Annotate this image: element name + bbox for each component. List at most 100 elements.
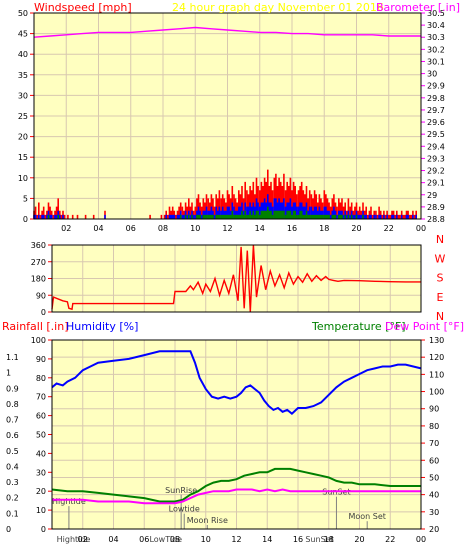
rain-ytick-label: 0.5 [6, 447, 19, 456]
humidity-ytick-label: 80 [36, 374, 46, 383]
temp-xtick-label: SunSet [305, 535, 333, 544]
rain-ytick-label: 0.6 [6, 431, 19, 440]
graph-title: 24 hour graph day November 01 2016 [172, 1, 384, 14]
wind-xtick-label: 00 [416, 224, 426, 233]
humidity-ytick-label: 40 [36, 449, 46, 458]
baro-ytick-label: 29.1 [427, 179, 445, 188]
baro-ytick-label: 30 [427, 70, 437, 79]
temp-xtick-label: 12 [231, 535, 241, 544]
baro-ytick-label: 29.7 [427, 106, 445, 115]
left-axis-title: Rainfall [.in] [2, 320, 69, 333]
temp-ytick-label: 90 [429, 405, 439, 414]
temp-xtick-label: 18 [324, 535, 334, 544]
windspeed-axis-title: Windspeed [mph] [34, 1, 132, 14]
baro-ytick-label: 30.1 [427, 57, 445, 66]
direction-panel-frame [51, 244, 422, 313]
baro-ytick-label: 30.2 [427, 45, 445, 54]
left-axis-title: Humidity [%] [66, 320, 138, 333]
temp-ytick-label: 120 [429, 353, 444, 362]
baro-ytick-label: 28.9 [427, 203, 445, 212]
event-annotation: Moon Rise [187, 516, 228, 525]
dewpoint-axis-title: Dew Point [°F] [385, 320, 464, 333]
humidity-ytick-label: 100 [31, 336, 46, 345]
rain-ytick-label: 0.4 [6, 462, 19, 471]
temperature-axis-title: Temperature [°F] [311, 320, 406, 333]
humidity-ytick-label: 60 [36, 412, 46, 421]
temp-ytick-label: 40 [429, 491, 439, 500]
baro-ytick-label: 29.6 [427, 118, 445, 127]
rain-ytick-label: 0.2 [6, 494, 19, 503]
rain-ytick-label: 0.8 [6, 400, 19, 409]
temp-ytick-label: 70 [429, 439, 439, 448]
baro-ytick-label: 29.8 [427, 94, 445, 103]
event-annotation: Lowtide [169, 505, 200, 514]
temp-xtick-label: 10 [201, 535, 211, 544]
wind-ytick-label: 35 [18, 71, 28, 80]
humidity-ytick-label: 20 [36, 487, 46, 496]
wind-xtick-label: 04 [93, 224, 103, 233]
wind-xtick-label: 12 [222, 224, 232, 233]
compass-label: N [436, 233, 444, 246]
temp-panel-frame [51, 339, 422, 530]
temp-xtick-label: 20 [354, 535, 364, 544]
wind-xtick-label: 06 [126, 224, 136, 233]
temp-xtick-label: Hightide [57, 535, 91, 544]
temp-xtick-label: 00 [416, 535, 426, 544]
temp-xtick-label: 06 [139, 535, 149, 544]
baro-ytick-label: 28.8 [427, 215, 445, 224]
temp-ytick-label: 20 [429, 525, 439, 534]
barometer-axis-title: Barometer [.in] [376, 1, 460, 14]
temp-xtick-label: LowTide [149, 535, 182, 544]
temp-xtick-label: 22 [385, 535, 395, 544]
wind-ytick-label: 40 [18, 50, 28, 59]
rain-ytick-label: 0.1 [6, 509, 19, 518]
baro-ytick-label: 29.5 [427, 130, 445, 139]
baro-ytick-label: 30.4 [427, 21, 445, 30]
event-annotation: Moon Set [348, 512, 385, 521]
wind-panel-frame [33, 12, 422, 220]
temp-xtick-label: 08 [170, 535, 180, 544]
wind-ytick-label: 0 [23, 215, 28, 224]
wind-ytick-label: 50 [18, 9, 28, 18]
rain-ytick-label: 0.3 [6, 478, 19, 487]
temp-xtick-label: 04 [108, 535, 118, 544]
baro-ytick-label: 29.4 [427, 142, 445, 151]
humidity-ytick-label: 90 [36, 355, 46, 364]
direction-ytick-label: 360 [31, 241, 46, 250]
baro-ytick-label: 29.9 [427, 82, 445, 91]
wind-series-wind-average [47, 206, 364, 219]
rain-ytick-label: 1.1 [6, 353, 19, 362]
wind-ytick-label: 5 [23, 194, 28, 203]
baro-ytick-label: 29.2 [427, 167, 445, 176]
wind-xtick-label: 16 [287, 224, 297, 233]
temp-ytick-label: 50 [429, 473, 439, 482]
event-annotation: SunRise [165, 486, 197, 495]
barometer-line [33, 26, 421, 38]
baro-ytick-label: 30.3 [427, 33, 445, 42]
wind-ytick-label: 45 [18, 30, 28, 39]
wind-ytick-label: 30 [18, 91, 28, 100]
wind-direction-line [51, 244, 421, 313]
wind-xtick-label: 18 [319, 224, 329, 233]
wind-xtick-label: 22 [384, 224, 394, 233]
baro-ytick-label: 30.5 [427, 9, 445, 18]
temp-ytick-label: 130 [429, 336, 444, 345]
direction-ytick-label: 0 [41, 308, 46, 317]
humidity-ytick-label: 50 [36, 431, 46, 440]
humidity-ytick-label: 70 [36, 393, 46, 402]
direction-ytick-label: 180 [31, 275, 46, 284]
rain-ytick-label: 1 [6, 369, 11, 378]
wind-ytick-label: 25 [18, 112, 28, 121]
wind-xtick-label: 08 [158, 224, 168, 233]
temp-ytick-label: 110 [429, 370, 444, 379]
baro-ytick-label: 29.3 [427, 154, 445, 163]
temp-ytick-label: 30 [429, 508, 439, 517]
temp-ytick-label: 80 [429, 422, 439, 431]
temp-xtick-label: 14 [262, 535, 272, 544]
wind-xtick-label: 10 [190, 224, 200, 233]
dew-point-line [52, 488, 421, 505]
wind-ytick-label: 20 [18, 133, 28, 142]
baro-ytick-label: 29 [427, 191, 437, 200]
rain-ytick-label: 0 [6, 525, 11, 534]
